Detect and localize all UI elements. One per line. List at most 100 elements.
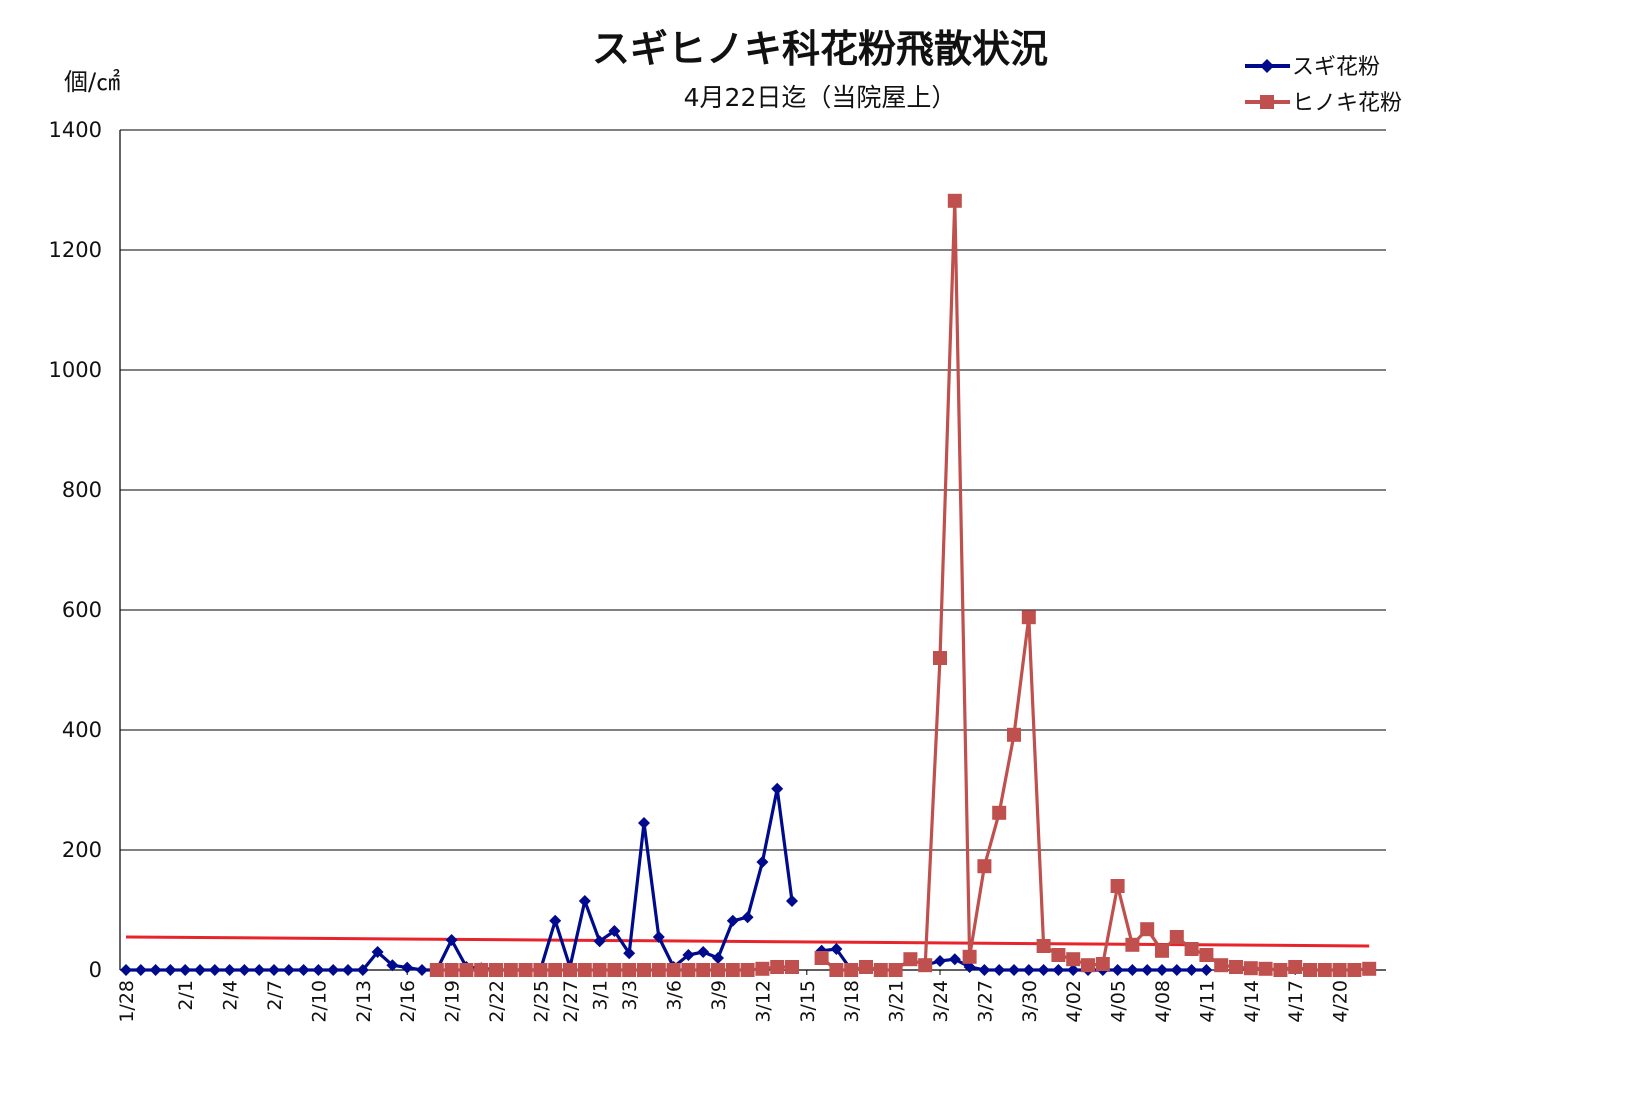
data-point-sugi (963, 961, 976, 973)
data-point-sugi (208, 964, 221, 976)
data-point-hinoki (444, 963, 459, 977)
data-point-hinoki (1125, 937, 1140, 952)
data-point-hinoki (1155, 943, 1169, 958)
data-point-sugi (934, 955, 946, 967)
data-point-sugi (371, 946, 384, 958)
data-point-hinoki (1095, 957, 1110, 971)
data-point-hinoki (651, 963, 666, 977)
data-point-sugi (1067, 964, 1080, 976)
data-point-sugi (756, 856, 769, 868)
series-line-hinoki (820, 199, 1370, 972)
data-point-sugi (1126, 964, 1139, 976)
data-point-sugi (623, 947, 636, 960)
data-point-hinoki (459, 963, 474, 977)
x-tick-label: 2/27 (560, 980, 582, 1023)
legend-item-hinoki: ヒノキ花粉 (1245, 91, 1402, 116)
data-point-hinoki (785, 960, 799, 974)
data-point-hinoki (962, 949, 977, 964)
y-tick-label-1000: 1000 (49, 358, 102, 382)
data-point-hinoki (637, 963, 651, 977)
x-tick-label: 3/15 (797, 980, 819, 1023)
y-tick-label-1200: 1200 (49, 238, 102, 262)
x-tick-label: 3/24 (930, 980, 952, 1023)
data-point-sugi (342, 964, 354, 976)
data-point-sugi (223, 964, 236, 976)
x-tick-label: 1/28 (116, 980, 138, 1023)
data-point-hinoki (859, 960, 873, 974)
data-point-sugi (712, 952, 724, 964)
data-point-hinoki (503, 963, 518, 977)
x-tick-label: 2/22 (486, 980, 508, 1023)
data-point-sugi (1170, 964, 1183, 976)
data-point-hinoki (711, 963, 725, 977)
data-point-sugi (1052, 964, 1065, 976)
data-point-hinoki (918, 958, 933, 973)
x-tick-label: 2/1 (175, 980, 197, 1011)
data-point-hinoki (1362, 961, 1377, 976)
legend: スギ花粉 ヒノキ花粉 (1245, 55, 1402, 116)
x-tick-label: 4/05 (1108, 980, 1130, 1023)
y-tick-label-600: 600 (62, 598, 102, 622)
data-point-sugi (1141, 964, 1154, 976)
data-point-sugi (253, 964, 266, 976)
data-point-sugi (238, 964, 251, 976)
x-tick-label: 2/19 (442, 980, 464, 1023)
data-point-hinoki (1007, 727, 1021, 742)
data-point-hinoki (1214, 958, 1229, 973)
data-point-hinoki (1081, 958, 1095, 973)
data-point-hinoki (1273, 963, 1288, 977)
x-tick-label: 2/13 (353, 980, 375, 1023)
data-point-hinoki (592, 963, 607, 977)
data-point-hinoki (829, 963, 844, 977)
data-point-sugi (149, 964, 162, 976)
x-tick-label: 2/25 (530, 980, 552, 1023)
data-point-sugi (608, 925, 621, 937)
data-point-sugi (1200, 964, 1213, 976)
legend-item-sugi: スギ花粉 (1245, 55, 1380, 80)
data-point-hinoki (518, 963, 533, 977)
series-line-sugi (126, 787, 794, 972)
data-point-hinoki (770, 960, 785, 974)
data-point-hinoki (1347, 963, 1362, 977)
data-point-sugi (268, 964, 280, 976)
data-point-sugi (1156, 964, 1168, 976)
x-tick-label: 2/7 (264, 980, 286, 1011)
data-point-hinoki (489, 963, 503, 977)
data-point-sugi (593, 935, 606, 948)
data-point-sugi (120, 964, 132, 976)
data-point-sugi (697, 946, 710, 958)
data-point-sugi (741, 911, 754, 924)
gridlines (120, 129, 1386, 851)
y-tick-label-800: 800 (62, 478, 102, 502)
data-point-sugi (1111, 964, 1124, 976)
chart-title: スギヒノキ科花粉飛散状況 (592, 27, 1048, 71)
data-point-sugi (948, 953, 961, 966)
x-tick-label: 3/3 (619, 980, 641, 1011)
x-tick-label: 2/4 (220, 980, 242, 1011)
data-point-sugi (578, 895, 591, 907)
data-point-sugi (134, 964, 147, 976)
data-point-sugi (297, 964, 310, 976)
data-point-hinoki (1258, 961, 1273, 976)
series-hinoki (429, 193, 1377, 977)
data-point-sugi (386, 959, 399, 972)
data-point-sugi (830, 943, 843, 955)
data-point-hinoki (903, 952, 918, 967)
data-point-hinoki (1288, 960, 1303, 974)
x-tick-label: 3/12 (752, 980, 774, 1023)
data-point-hinoki (933, 651, 947, 665)
y-tick-label-400: 400 (62, 718, 102, 742)
x-tick-label: 4/02 (1063, 980, 1085, 1023)
data-point-sugi (401, 961, 414, 974)
data-point-hinoki (725, 963, 740, 977)
data-point-hinoki (696, 963, 711, 977)
data-point-hinoki (1229, 960, 1243, 974)
data-point-hinoki (947, 193, 962, 208)
x-tick-label: 3/30 (1019, 980, 1041, 1023)
data-point-sugi (312, 964, 325, 976)
data-point-sugi (771, 782, 784, 795)
y-axis: 0 200 400 600 800 1000 1200 1400 (49, 118, 102, 982)
y-tick-label-1400: 1400 (49, 118, 102, 142)
data-point-hinoki (1303, 963, 1317, 977)
